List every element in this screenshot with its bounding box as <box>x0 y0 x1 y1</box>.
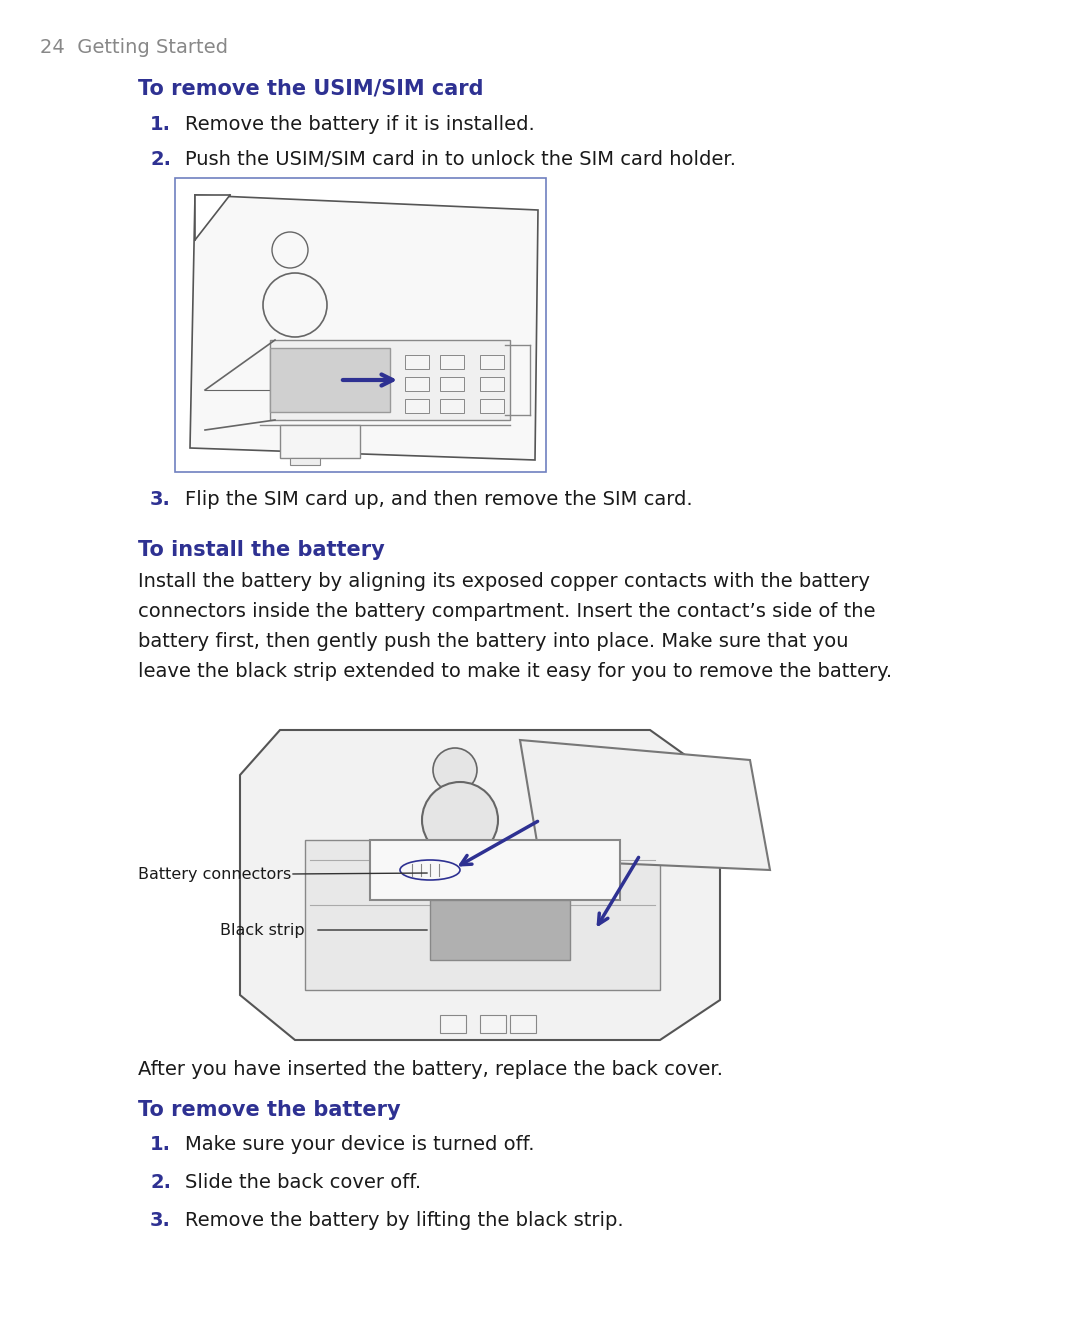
Text: Black strip: Black strip <box>220 922 305 937</box>
Text: Push the USIM/SIM card in to unlock the SIM card holder.: Push the USIM/SIM card in to unlock the … <box>185 150 735 169</box>
Polygon shape <box>190 195 538 460</box>
Text: 24  Getting Started: 24 Getting Started <box>40 38 228 57</box>
Text: 2.: 2. <box>150 1173 171 1192</box>
Bar <box>480 377 504 391</box>
Polygon shape <box>270 340 510 421</box>
Bar <box>440 377 464 391</box>
Text: 3.: 3. <box>150 1212 171 1230</box>
Text: Remove the battery if it is installed.: Remove the battery if it is installed. <box>185 115 535 134</box>
Polygon shape <box>280 425 360 458</box>
Bar <box>480 1015 507 1032</box>
Text: 2.: 2. <box>150 150 171 169</box>
Polygon shape <box>305 840 660 990</box>
Polygon shape <box>240 730 720 1040</box>
Bar <box>510 1015 536 1032</box>
Bar <box>175 178 546 472</box>
Bar <box>440 356 464 369</box>
Text: 3.: 3. <box>150 490 171 510</box>
Bar <box>480 399 504 413</box>
Text: To remove the USIM/SIM card: To remove the USIM/SIM card <box>138 78 484 98</box>
Text: Install the battery by aligning its exposed copper contacts with the battery: Install the battery by aligning its expo… <box>138 572 870 591</box>
Text: After you have inserted the battery, replace the back cover.: After you have inserted the battery, rep… <box>138 1060 723 1079</box>
Polygon shape <box>370 840 620 900</box>
Text: 1.: 1. <box>150 115 171 134</box>
Bar <box>405 377 429 391</box>
Polygon shape <box>519 740 770 871</box>
Text: Make sure your device is turned off.: Make sure your device is turned off. <box>185 1135 535 1154</box>
Polygon shape <box>195 195 230 240</box>
Text: Battery connectors: Battery connectors <box>138 867 292 881</box>
Text: 1.: 1. <box>150 1135 171 1154</box>
Text: leave the black strip extended to make it easy for you to remove the battery.: leave the black strip extended to make i… <box>138 662 892 681</box>
Circle shape <box>422 782 498 859</box>
Text: To install the battery: To install the battery <box>138 540 384 560</box>
Polygon shape <box>430 900 570 959</box>
Polygon shape <box>291 458 320 464</box>
Text: To remove the battery: To remove the battery <box>138 1100 401 1120</box>
Bar <box>405 356 429 369</box>
Text: Remove the battery by lifting the black strip.: Remove the battery by lifting the black … <box>185 1212 623 1230</box>
Bar <box>405 399 429 413</box>
Polygon shape <box>270 348 390 411</box>
Text: Slide the back cover off.: Slide the back cover off. <box>185 1173 421 1192</box>
Bar <box>480 356 504 369</box>
Bar <box>440 1015 465 1032</box>
Text: battery first, then gently push the battery into place. Make sure that you: battery first, then gently push the batt… <box>138 632 849 652</box>
Circle shape <box>433 748 477 792</box>
Text: connectors inside the battery compartment. Insert the contact’s side of the: connectors inside the battery compartmen… <box>138 602 876 621</box>
Text: Flip the SIM card up, and then remove the SIM card.: Flip the SIM card up, and then remove th… <box>185 490 692 510</box>
Bar <box>440 399 464 413</box>
